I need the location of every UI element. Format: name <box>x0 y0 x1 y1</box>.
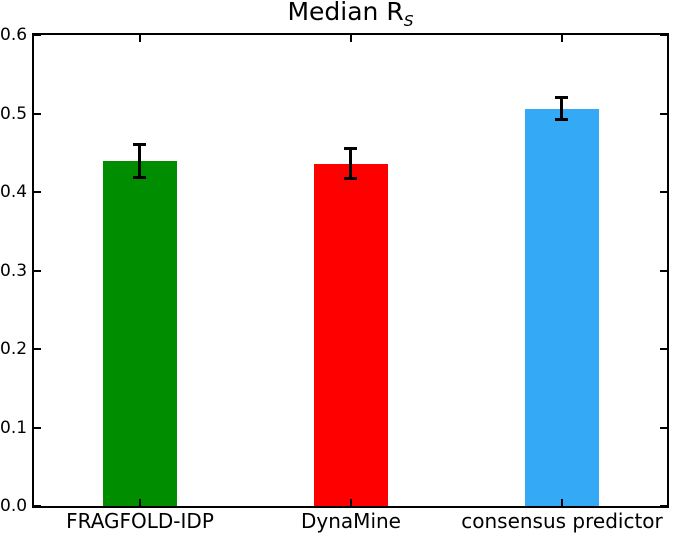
y-tick-label: 0.4 <box>0 182 28 202</box>
x-tick-mark <box>139 499 141 506</box>
y-tick-mark <box>660 505 667 507</box>
x-tick-mark <box>350 35 352 42</box>
y-tick-mark <box>660 427 667 429</box>
plot-area <box>32 33 669 508</box>
y-tick-label: 0.2 <box>0 339 28 359</box>
x-tick-mark <box>350 499 352 506</box>
y-tick-label: 0.3 <box>0 261 28 281</box>
y-tick-mark <box>34 34 41 36</box>
chart-title-main: Median R <box>287 0 404 26</box>
error-bar-dynamine <box>349 149 352 179</box>
y-tick-mark <box>34 270 41 272</box>
y-tick-mark <box>660 34 667 36</box>
chart-title-subscript: S <box>403 12 414 30</box>
error-bar-cap <box>133 143 146 146</box>
bar-fragfold-idp <box>103 161 177 506</box>
x-tick-mark <box>561 35 563 42</box>
x-tick-label-consensus-predictor: consensus predictor <box>461 509 663 533</box>
y-axis-tick-labels: 0.0 0.1 0.2 0.3 0.4 0.5 0.6 <box>0 25 28 516</box>
error-bar-cap <box>344 147 357 150</box>
y-tick-label: 0.5 <box>0 104 28 124</box>
x-tick-mark <box>561 499 563 506</box>
y-tick-mark <box>34 427 41 429</box>
y-tick-label: 0.1 <box>0 418 28 438</box>
y-tick-mark <box>34 191 41 193</box>
x-axis-tick-labels: FRAGFOLD-IDP DynaMine consensus predictor <box>34 509 667 537</box>
error-bar-cap <box>555 96 568 99</box>
error-bar-cap <box>344 177 357 180</box>
y-tick-label: 0.0 <box>0 496 28 516</box>
y-tick-mark <box>34 113 41 115</box>
error-bar-cap <box>555 118 568 121</box>
error-bar-consensus-predictor <box>560 98 563 120</box>
y-tick-label: 0.6 <box>0 25 28 45</box>
y-tick-mark <box>660 270 667 272</box>
y-tick-mark <box>34 505 41 507</box>
error-bar-cap <box>133 176 146 179</box>
bar-dynamine <box>314 164 388 506</box>
bar-consensus-predictor <box>525 109 599 506</box>
error-bar-fragfold-idp <box>138 144 141 177</box>
y-tick-mark <box>660 191 667 193</box>
y-tick-mark <box>660 348 667 350</box>
x-tick-label-fragfold-idp: FRAGFOLD-IDP <box>66 509 214 533</box>
x-tick-label-dynamine: DynaMine <box>301 509 401 533</box>
y-tick-mark <box>34 348 41 350</box>
y-tick-mark <box>660 113 667 115</box>
x-tick-mark <box>139 35 141 42</box>
chart-title: Median RS <box>32 0 669 29</box>
